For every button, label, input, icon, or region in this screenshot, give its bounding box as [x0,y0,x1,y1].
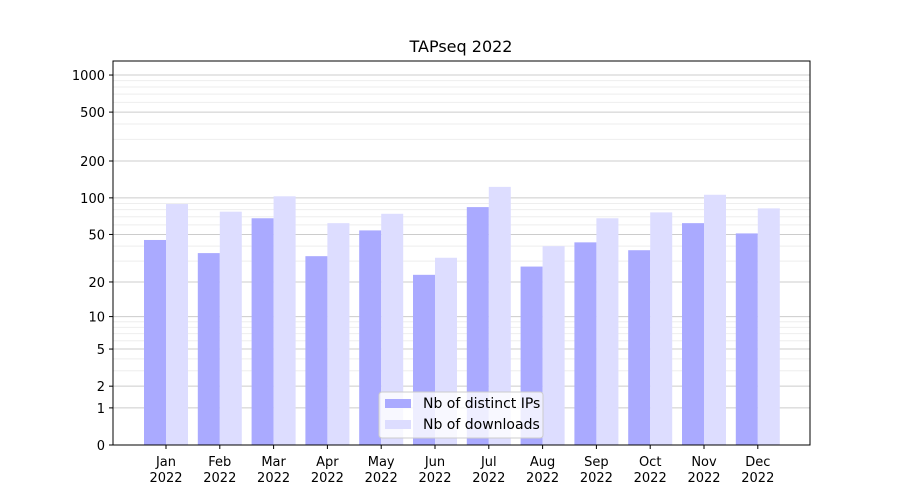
chart-title: TAPseq 2022 [409,37,513,56]
bar-downloads [488,186,511,446]
y-tick-label: 2 [97,380,105,395]
bar-distinct-ips [305,256,328,445]
y-tick-label: 100 [80,192,105,207]
x-tick-label: May 2022 [365,455,398,486]
bar-distinct-ips [628,250,651,445]
x-axis: Jan 2022 Feb 2022 Mar 2022 Apr 2022 May 2022 Jun 20… [149,445,774,486]
bar-downloads [327,223,350,445]
y-tick-label: 20 [88,276,105,291]
x-tick-label: Jul 2022 [472,455,505,486]
legend-swatch-downloads [385,420,411,429]
bar-distinct-ips [574,242,597,445]
legend: Nb of distinct IPs Nb of downloads [378,391,544,439]
x-tick-label: Mar 2022 [257,455,290,486]
y-axis: 0 1 2 5 10 20 50 100 200 500 1000 [72,69,113,454]
bar-distinct-ips [197,253,220,445]
bars [144,186,780,446]
bar-downloads [219,211,242,445]
plot-frame [112,60,811,446]
bar-downloads [757,208,780,445]
x-tick-label: Jan 2022 [149,455,182,486]
bar-downloads [166,204,188,445]
x-tick-label: Oct 2022 [634,455,667,486]
x-tick-label: Feb 2022 [203,455,236,486]
bar-downloads [650,212,673,445]
x-tick-label: Dec 2022 [741,455,774,486]
x-tick-label: Sep 2022 [580,455,613,486]
y-tick-label: 1 [97,402,105,417]
bar-downloads [273,196,296,445]
legend-label-downloads: Nb of downloads [423,417,540,433]
x-tick-label: Aug 2022 [526,455,559,486]
legend-swatch-ips [385,399,411,408]
bar-downloads [542,246,565,445]
bar-downloads [704,194,726,445]
y-tick-label: 500 [80,106,105,121]
bar-downloads [381,213,404,445]
bar-distinct-ips [735,233,758,445]
bar-distinct-ips [359,230,382,445]
x-tick-label: Nov 2022 [687,455,720,486]
bar-distinct-ips [682,223,704,445]
legend-label-ips: Nb of distinct IPs [423,396,540,412]
y-tick-label: 5 [97,343,105,358]
x-tick-label: Apr 2022 [311,455,344,486]
bar-distinct-ips [144,239,166,445]
y-tick-label: 50 [88,228,105,243]
y-tick-label: 200 [80,155,105,170]
y-tick-label: 10 [88,311,105,326]
y-tick-label: 1000 [72,69,105,84]
y-tick-label: 0 [97,439,105,454]
bar-distinct-ips [466,207,489,445]
x-tick-label: Jun 2022 [418,455,451,486]
bar-downloads [596,218,619,445]
bar-distinct-ips [251,218,274,445]
legend-box [378,391,544,439]
